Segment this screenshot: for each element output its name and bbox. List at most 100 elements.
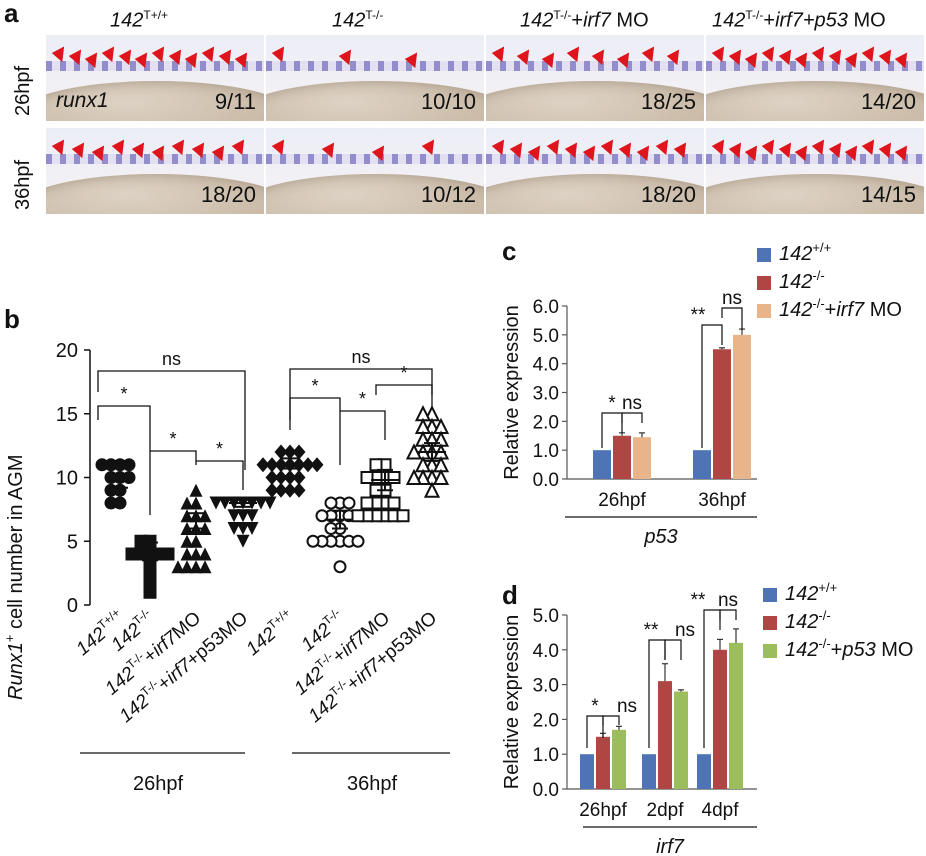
micrograph-36hpf-2: 10/12 — [266, 128, 484, 214]
sig-26-a — [586, 715, 604, 748]
micrograph-36hpf-1: 18/20 — [46, 128, 264, 214]
legend-label: 142+/+ — [779, 240, 831, 265]
data-point — [104, 496, 118, 510]
yolk-extension — [486, 174, 704, 214]
gene-label: p53 — [643, 526, 677, 548]
y-tick-label: 6.0 — [533, 297, 559, 318]
bar-36hpf-0 — [693, 450, 711, 479]
data-point — [180, 522, 194, 535]
micrograph-26hpf-4: 14/20 — [706, 35, 924, 121]
bar-26hpf-0 — [593, 450, 611, 479]
data-point — [198, 560, 212, 574]
runx1-stain — [486, 154, 704, 164]
y-tick-label: 1.0 — [533, 441, 559, 462]
data-point — [301, 457, 315, 473]
sig-26-b-label: ns — [622, 393, 642, 414]
data-point — [387, 496, 401, 510]
y-tick-label: 5.0 — [533, 606, 559, 627]
data-point — [125, 547, 139, 561]
bar-2dpf-1 — [658, 681, 672, 789]
bracket-ns-26 — [97, 370, 246, 470]
gene-label: irf7 — [656, 836, 685, 856]
data-point — [351, 509, 365, 523]
data-point — [283, 444, 297, 460]
y-axis-label: Runx1+ cell number in AGM — [2, 455, 27, 700]
bar-26hpf-2 — [633, 437, 651, 479]
yolk-extension — [46, 81, 264, 121]
data-point — [292, 444, 306, 460]
runx1-stain — [266, 61, 484, 71]
y-tick-label: 5 — [67, 531, 78, 553]
data-point — [227, 522, 241, 535]
runx1-stain — [46, 61, 264, 71]
legend-label: 142-/-+irf7 MO — [779, 296, 902, 321]
condition-label-2: 142T-/- — [332, 8, 384, 32]
data-point — [369, 458, 383, 472]
data-point — [227, 509, 241, 523]
sig-26-b — [602, 715, 620, 725]
data-point — [180, 534, 194, 548]
data-point — [95, 458, 109, 472]
data-point — [189, 547, 203, 561]
y-tick-label: 20 — [56, 340, 78, 362]
data-point — [351, 534, 365, 548]
data-point — [256, 457, 270, 473]
legend-swatch — [757, 304, 771, 318]
data-point — [218, 496, 232, 510]
data-point — [161, 547, 175, 561]
bar-26hpf-2 — [612, 729, 626, 789]
sig-26-a-label: * — [608, 393, 616, 414]
y-tick-label: 2.0 — [533, 710, 559, 731]
data-point — [236, 522, 250, 535]
data-point — [180, 560, 194, 574]
bar-36hpf-1 — [713, 349, 731, 479]
sig-26-b-label: ns — [617, 696, 637, 717]
y-tick-label: 15 — [56, 404, 78, 426]
bar-2dpf-2 — [674, 691, 688, 789]
data-point — [360, 496, 374, 510]
sig-36-b-label: ns — [722, 288, 742, 309]
sig-2dpf-a-label: ** — [644, 620, 659, 641]
data-point — [143, 560, 157, 574]
sig-4dpf-b-label: ns — [718, 590, 738, 611]
data-point — [209, 496, 223, 510]
data-point — [198, 522, 212, 535]
yolk-extension — [706, 81, 924, 121]
y-tick-label: 4.0 — [533, 355, 559, 376]
category-label: 26hpf — [579, 800, 627, 821]
bracket-ns-26-label: ns — [162, 349, 181, 369]
panel-c-letter: c — [502, 236, 517, 266]
y-tick-label: 4.0 — [533, 641, 559, 662]
category-label: 26hpf — [598, 490, 646, 511]
bar-26hpf-0 — [580, 754, 594, 789]
bracket-ns-36-label: ns — [351, 347, 370, 367]
data-point — [189, 483, 203, 497]
bracket-star-26a-label: * — [120, 384, 127, 404]
data-point — [171, 560, 185, 574]
y-tick-label: 5.0 — [533, 326, 559, 347]
bracket-star-26b-label: * — [169, 429, 176, 449]
data-point — [245, 509, 259, 523]
data-point — [315, 509, 329, 523]
data-point — [254, 496, 268, 510]
data-point — [122, 471, 136, 484]
data-point — [189, 560, 203, 574]
data-point — [180, 496, 194, 510]
bar-chart-p53: 0.0 1.0 2.0 3.0 4.0 5.0 6.0 Relative expression… — [501, 240, 902, 548]
data-point — [274, 470, 288, 485]
data-point — [180, 509, 194, 523]
bracket-star-36a — [289, 397, 341, 465]
data-point — [143, 573, 157, 586]
dot-plot-runx1: 0 5 10 15 20 Runx1+ cell number in AGM ns * * * ns… — [2, 340, 450, 795]
yolk-extension — [266, 81, 484, 121]
data-point — [283, 470, 297, 485]
data-point — [104, 483, 118, 497]
category-label: 36hpf — [698, 490, 746, 511]
sig-4dpf-b — [719, 609, 737, 620]
legend-label: 142-/-+p53 MO — [785, 636, 914, 661]
y-tick-label: 1.0 — [533, 745, 559, 766]
row-label-26hpf: 26hpf — [12, 65, 34, 116]
panel-d-letter: d — [502, 580, 518, 610]
micrograph-36hpf-3: 18/20 — [486, 128, 704, 214]
